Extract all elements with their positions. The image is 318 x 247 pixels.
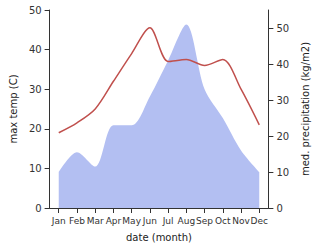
svg-text:date (month): date (month) (126, 232, 192, 243)
svg-text:Aug: Aug (178, 216, 196, 226)
svg-text:30: 30 (276, 95, 289, 106)
svg-text:0: 0 (35, 203, 41, 214)
svg-text:Dec: Dec (251, 216, 268, 226)
svg-text:20: 20 (276, 131, 289, 142)
svg-text:May: May (122, 216, 141, 226)
svg-text:10: 10 (276, 167, 289, 178)
svg-text:Jun: Jun (142, 216, 157, 226)
svg-text:50: 50 (29, 5, 42, 16)
svg-text:Sep: Sep (196, 216, 213, 226)
svg-text:40: 40 (276, 59, 289, 70)
svg-text:Mar: Mar (87, 216, 104, 226)
svg-text:10: 10 (29, 163, 42, 174)
svg-text:Jul: Jul (162, 216, 174, 226)
svg-text:0: 0 (276, 203, 282, 214)
svg-text:20: 20 (29, 123, 42, 134)
svg-text:med. precipitation (kg/m2): med. precipitation (kg/m2) (300, 42, 311, 176)
svg-text:Nov: Nov (232, 216, 250, 226)
svg-text:Feb: Feb (69, 216, 85, 226)
svg-text:50: 50 (276, 23, 289, 34)
svg-text:Apr: Apr (106, 216, 122, 226)
svg-text:Oct: Oct (215, 216, 231, 226)
svg-text:Jan: Jan (51, 216, 66, 226)
svg-text:30: 30 (29, 84, 42, 95)
svg-text:max temp (C): max temp (C) (8, 74, 19, 143)
svg-text:40: 40 (29, 44, 42, 55)
